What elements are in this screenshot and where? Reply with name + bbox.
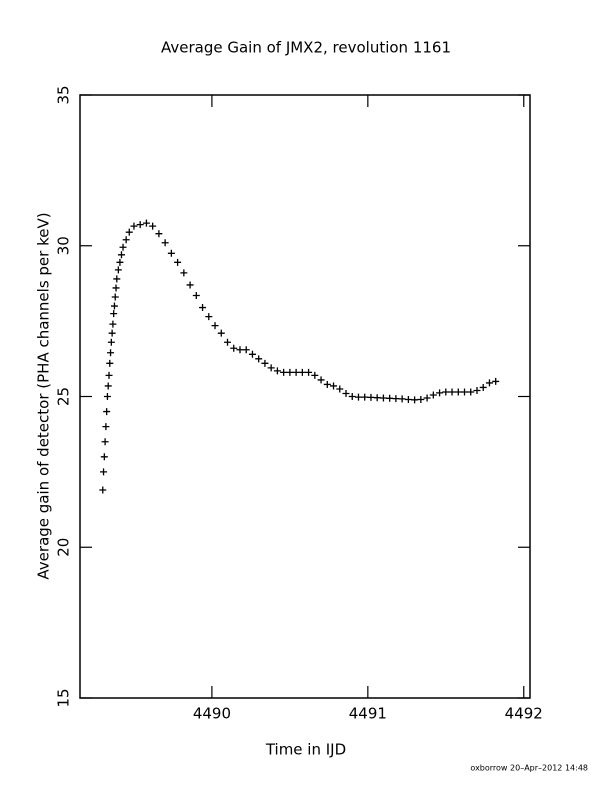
point	[113, 275, 121, 283]
plot-frame	[79, 94, 531, 699]
point	[117, 251, 125, 259]
point	[211, 322, 219, 330]
point	[103, 393, 111, 400]
point	[485, 379, 493, 387]
point	[142, 219, 150, 227]
point	[101, 438, 109, 446]
point	[286, 368, 294, 376]
point	[248, 350, 256, 358]
point	[261, 359, 269, 367]
point	[110, 310, 118, 318]
point	[292, 368, 300, 376]
point	[454, 388, 462, 396]
point	[155, 230, 163, 238]
point	[267, 364, 275, 372]
point	[107, 349, 115, 357]
point	[116, 258, 124, 266]
point	[105, 371, 113, 379]
point	[354, 393, 362, 401]
point	[448, 388, 456, 396]
point	[180, 269, 188, 277]
y-tick-label: 15	[55, 688, 73, 707]
x-tick-label: 4491	[349, 705, 387, 723]
point	[342, 389, 350, 397]
y-axis-label: Average gain of detector (PHA channels p…	[35, 212, 53, 579]
point	[280, 368, 288, 376]
point	[467, 388, 475, 396]
point	[112, 284, 120, 292]
point	[236, 346, 244, 354]
point	[336, 385, 344, 393]
point	[103, 408, 111, 416]
point	[167, 249, 175, 257]
point	[174, 258, 182, 266]
point	[348, 393, 356, 400]
point	[125, 228, 133, 236]
point	[442, 388, 450, 396]
x-axis-label: Time in IJD	[265, 741, 346, 759]
point	[242, 346, 250, 354]
point	[107, 338, 115, 346]
x-tick-label: 4490	[193, 705, 231, 723]
footer: oxborrow 20–Apr–2012 14:48	[470, 764, 588, 773]
y-tick-label: 35	[55, 85, 73, 104]
point	[317, 376, 325, 384]
point	[417, 396, 425, 404]
point	[311, 371, 319, 379]
y-tick-label: 25	[55, 387, 73, 406]
point	[323, 380, 331, 388]
point	[114, 266, 122, 274]
point	[224, 338, 232, 346]
point	[230, 344, 238, 352]
point	[473, 386, 481, 394]
point	[429, 391, 437, 399]
point	[192, 291, 200, 299]
point	[379, 394, 387, 402]
point	[361, 393, 369, 401]
point	[122, 236, 130, 244]
point	[106, 359, 114, 367]
point	[404, 396, 412, 404]
point	[373, 394, 381, 402]
point	[298, 368, 306, 376]
point	[273, 367, 281, 375]
point	[386, 394, 394, 402]
point	[108, 329, 116, 337]
point	[100, 453, 108, 461]
point	[110, 302, 118, 310]
point	[99, 486, 107, 494]
point	[111, 293, 119, 301]
point	[109, 320, 117, 328]
point	[392, 395, 400, 403]
point	[367, 393, 375, 401]
point	[492, 377, 500, 385]
point	[411, 396, 419, 404]
point	[305, 368, 313, 376]
point	[436, 389, 444, 397]
point	[479, 383, 487, 391]
point	[100, 468, 108, 476]
y-tick-label: 30	[55, 236, 73, 255]
point	[130, 222, 138, 230]
point	[136, 221, 144, 229]
point	[330, 382, 338, 390]
x-tick-label: 4492	[505, 705, 543, 723]
point	[217, 329, 225, 337]
point	[423, 394, 431, 402]
point	[205, 313, 213, 321]
point	[102, 423, 110, 431]
point	[186, 281, 194, 289]
point	[119, 243, 127, 251]
point	[398, 395, 406, 403]
point	[104, 382, 112, 390]
point	[255, 355, 263, 363]
y-tick-label: 20	[55, 538, 73, 557]
chart-title: Average Gain of JMX2, revolution 1161	[161, 39, 451, 57]
point	[161, 239, 169, 247]
point	[461, 388, 469, 396]
point	[149, 222, 157, 230]
point	[199, 304, 207, 312]
